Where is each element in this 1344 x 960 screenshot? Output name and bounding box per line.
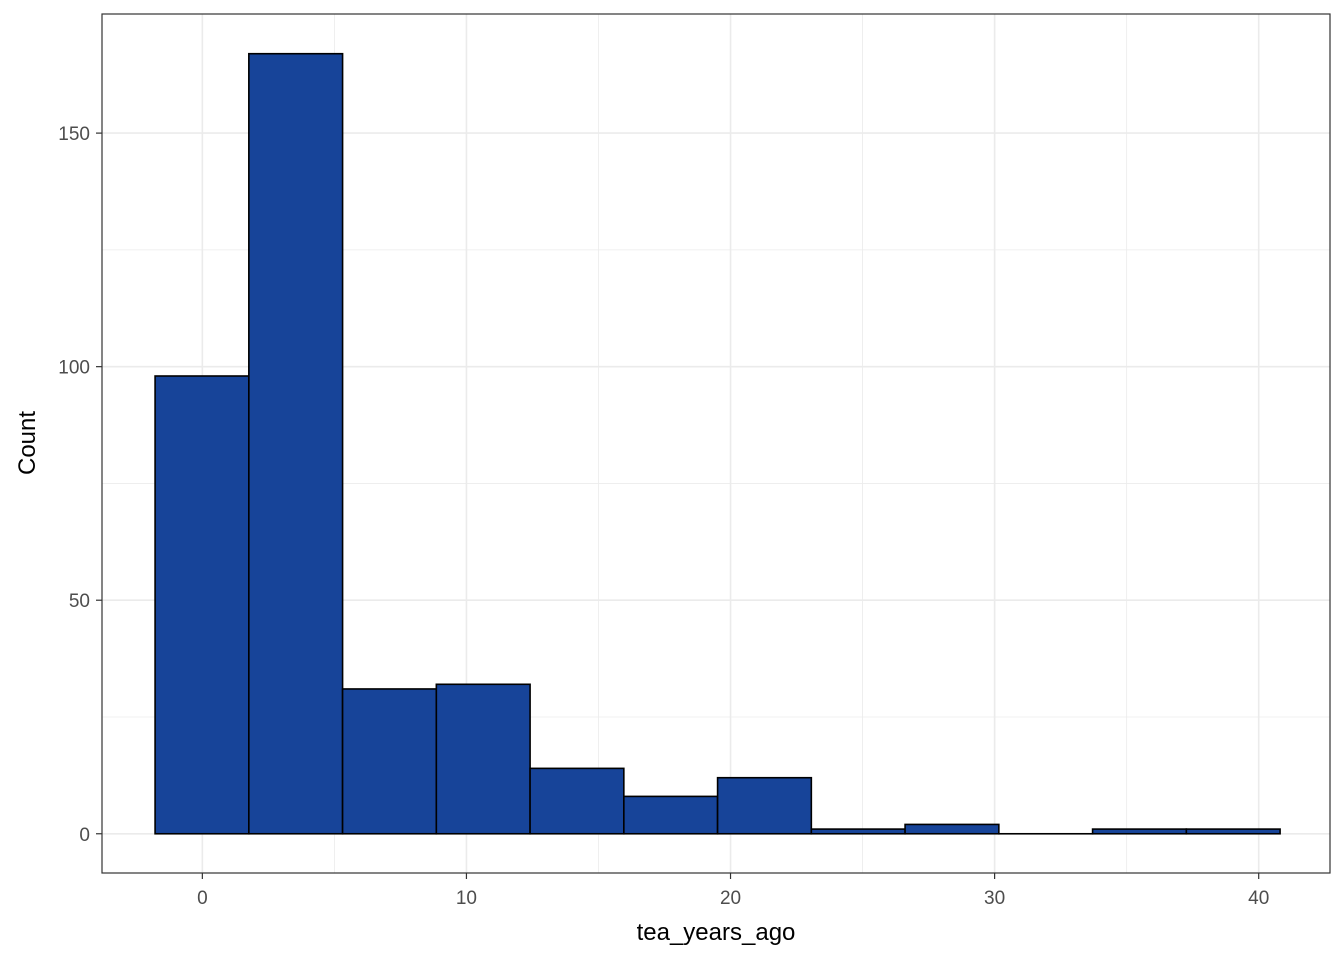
histogram-bar [810, 828, 906, 835]
histogram-bar [529, 767, 625, 835]
y-axis-title: Count [14, 411, 41, 475]
histogram-bar [904, 823, 1000, 835]
x-axis: 0 10 20 30 40 [197, 873, 1269, 909]
y-tick-label: 100 [58, 358, 90, 379]
plot-panel-border [101, 13, 1331, 874]
histogram-bar [1091, 828, 1188, 835]
y-tick-label: 0 [79, 825, 90, 846]
x-tick-label: 0 [197, 888, 208, 909]
y-axis: 0 50 100 150 [58, 124, 102, 846]
histogram-bar [716, 776, 813, 835]
x-tick-label: 30 [984, 888, 1005, 909]
x-axis-title: tea_years_ago [637, 919, 796, 946]
histogram-bars [154, 52, 1281, 835]
histogram-bar [154, 375, 250, 835]
y-tick-label: 150 [58, 124, 90, 145]
histogram-bar [1185, 828, 1281, 835]
histogram-bar [248, 52, 344, 835]
x-tick-label: 20 [720, 888, 741, 909]
histogram-bar [623, 795, 719, 835]
histogram-bar [435, 683, 531, 835]
y-tick-label: 50 [69, 591, 90, 612]
x-tick-label: 10 [456, 888, 477, 909]
histogram-bar [341, 688, 438, 835]
x-tick-label: 40 [1248, 888, 1269, 909]
